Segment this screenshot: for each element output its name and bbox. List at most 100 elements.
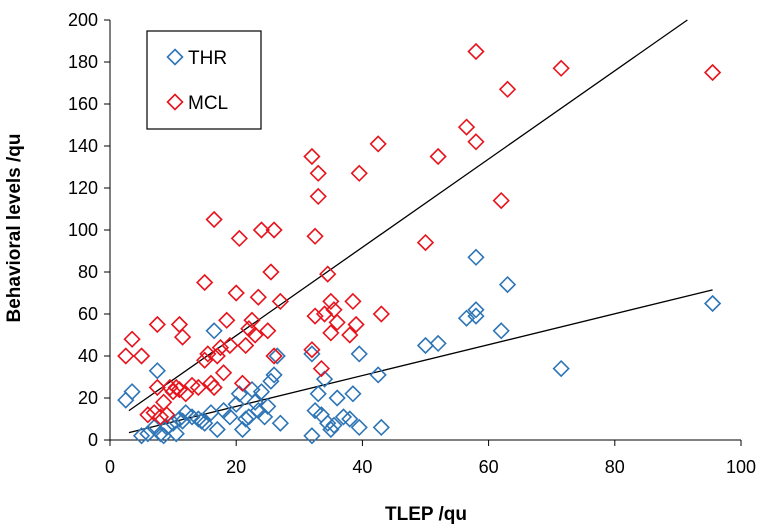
y-tick-label: 200 bbox=[68, 10, 98, 30]
data-point-mcl bbox=[350, 164, 368, 182]
data-point-mcl bbox=[196, 273, 214, 292]
x-tick-label: 40 bbox=[352, 457, 372, 477]
data-point-mcl bbox=[243, 311, 261, 329]
y-tick-label: 0 bbox=[88, 430, 98, 450]
data-point-mcl bbox=[148, 378, 166, 397]
x-tick-label: 100 bbox=[726, 457, 756, 477]
data-point-thr bbox=[265, 366, 283, 384]
data-point-thr bbox=[457, 309, 476, 327]
data-point-mcl bbox=[328, 313, 346, 332]
y-tick-label: 160 bbox=[68, 94, 98, 114]
data-point-thr bbox=[252, 383, 271, 401]
data-point-mcl bbox=[703, 63, 722, 82]
x-axis-ticks: 0 20 40 60 80 100 bbox=[105, 440, 756, 477]
legend-marker-mcl bbox=[166, 93, 184, 111]
data-point-mcl bbox=[271, 292, 290, 311]
data-point-thr bbox=[262, 372, 280, 390]
data-point-thr bbox=[467, 301, 485, 319]
data-point-mcl bbox=[189, 378, 207, 397]
data-point-mcl bbox=[457, 118, 476, 136]
data-point-mcl bbox=[173, 328, 192, 346]
x-tick-label: 0 bbox=[105, 457, 115, 477]
series-mcl bbox=[117, 42, 722, 426]
data-point-thr bbox=[183, 408, 201, 426]
y-tick-label: 60 bbox=[78, 304, 98, 324]
x-tick-label: 20 bbox=[226, 457, 246, 477]
data-point-mcl bbox=[416, 233, 435, 252]
legend-items: THR MCL bbox=[166, 48, 228, 114]
data-point-mcl bbox=[227, 284, 245, 302]
data-point-mcl bbox=[319, 265, 337, 283]
data-point-thr bbox=[315, 370, 334, 388]
data-point-mcl bbox=[309, 187, 327, 206]
data-point-mcl bbox=[139, 406, 157, 424]
data-point-mcl bbox=[221, 336, 239, 355]
data-point-thr bbox=[334, 408, 353, 426]
data-point-thr bbox=[205, 322, 223, 340]
data-markers bbox=[117, 42, 722, 445]
data-point-mcl bbox=[205, 378, 223, 397]
y-tick-label: 100 bbox=[68, 220, 98, 240]
data-point-thr bbox=[303, 427, 321, 445]
x-axis-title: TLEP /qu bbox=[385, 504, 467, 525]
data-point-thr bbox=[123, 383, 141, 401]
data-point-thr bbox=[196, 414, 214, 432]
data-point-thr bbox=[221, 408, 239, 426]
data-point-thr bbox=[255, 408, 274, 426]
data-point-thr bbox=[429, 334, 447, 353]
data-point-mcl bbox=[372, 305, 390, 323]
data-point-mcl bbox=[196, 351, 214, 369]
data-point-thr bbox=[328, 389, 346, 407]
data-point-thr bbox=[303, 345, 321, 363]
data-point-mcl bbox=[211, 338, 230, 357]
data-point-mcl bbox=[312, 359, 331, 378]
data-point-mcl bbox=[429, 147, 447, 166]
data-point-mcl bbox=[309, 164, 327, 182]
data-point-thr bbox=[703, 294, 722, 313]
data-point-thr bbox=[372, 418, 390, 437]
data-point-thr bbox=[230, 385, 248, 403]
data-point-thr bbox=[271, 414, 290, 432]
data-point-mcl bbox=[303, 147, 321, 166]
data-point-mcl bbox=[151, 408, 170, 426]
data-point-mcl bbox=[341, 326, 359, 344]
data-point-thr bbox=[325, 416, 343, 434]
data-point-mcl bbox=[322, 324, 340, 342]
y-tick-label: 20 bbox=[78, 388, 98, 408]
x-tick-label: 80 bbox=[605, 457, 625, 477]
data-point-mcl bbox=[233, 374, 252, 392]
data-point-mcl bbox=[183, 376, 201, 395]
data-point-thr bbox=[268, 347, 286, 365]
y-tick-label: 120 bbox=[68, 178, 98, 198]
data-point-thr bbox=[158, 418, 176, 437]
data-point-mcl bbox=[123, 330, 141, 348]
data-point-thr bbox=[498, 275, 517, 294]
data-point-mcl bbox=[214, 364, 233, 382]
data-point-thr bbox=[167, 425, 185, 443]
data-point-mcl bbox=[303, 341, 321, 359]
data-point-thr bbox=[492, 322, 510, 340]
legend-box bbox=[146, 30, 262, 130]
data-point-mcl bbox=[199, 345, 217, 363]
data-point-thr bbox=[259, 397, 277, 416]
data-point-thr bbox=[322, 420, 340, 439]
data-point-thr bbox=[350, 345, 368, 363]
data-point-mcl bbox=[552, 59, 570, 77]
trendline-thr bbox=[128, 289, 713, 434]
data-point-mcl bbox=[498, 80, 517, 98]
data-point-mcl bbox=[322, 292, 340, 311]
data-point-mcl bbox=[369, 135, 387, 153]
data-point-thr bbox=[233, 420, 252, 439]
data-point-mcl bbox=[259, 322, 277, 340]
data-point-thr bbox=[416, 336, 435, 355]
x-tick-label: 60 bbox=[479, 457, 499, 477]
data-point-mcl bbox=[117, 347, 135, 365]
plot-area: 0 20 40 60 80 100 120 140 160 180 200 0 20 40 60 80 100 bbox=[68, 10, 756, 477]
y-axis-title: Behavioral levels /qu bbox=[4, 133, 25, 322]
data-point-mcl bbox=[262, 263, 280, 281]
data-point-mcl bbox=[164, 383, 182, 401]
data-point-mcl bbox=[249, 288, 267, 306]
y-tick-label: 180 bbox=[68, 52, 98, 72]
data-point-mcl bbox=[132, 347, 151, 365]
